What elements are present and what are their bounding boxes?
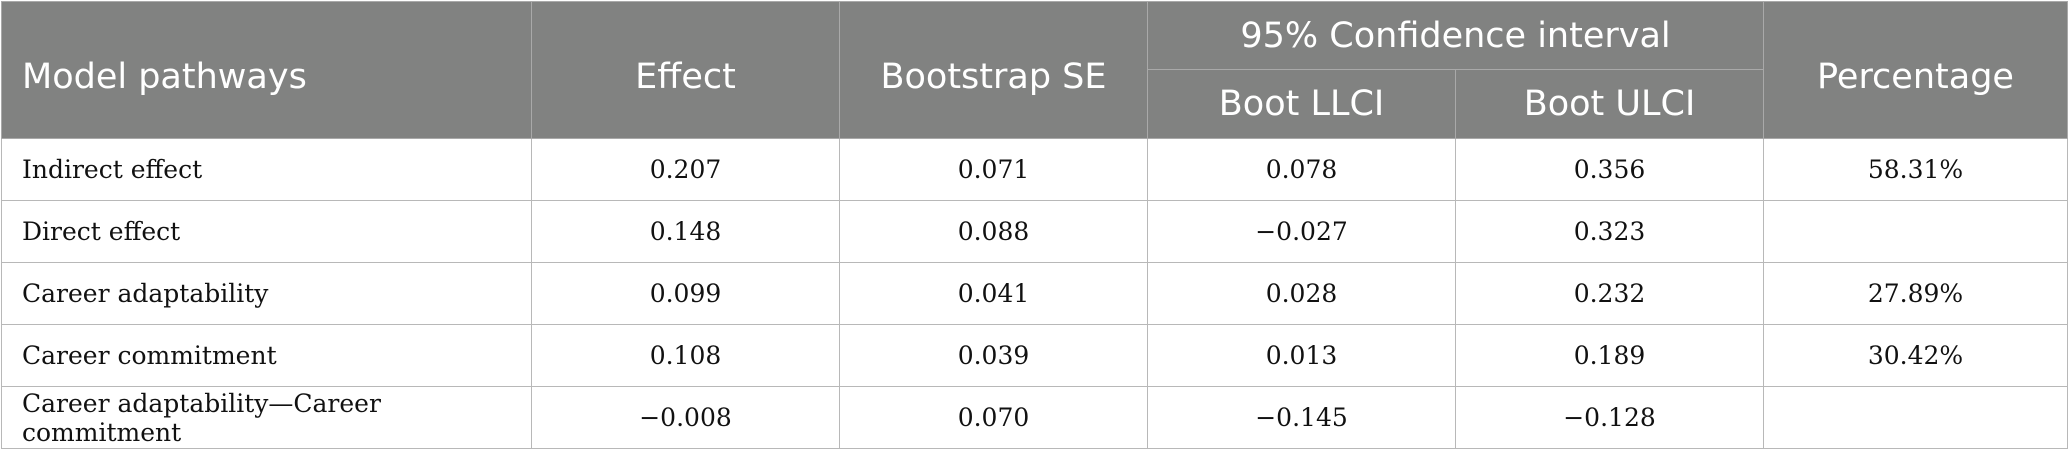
cell-pathway: Indirect effect: [1, 138, 532, 201]
cell-bootstrap-se: 0.088: [839, 200, 1148, 263]
cell-bootstrap-se: 0.041: [839, 262, 1148, 325]
header-effect: Effect: [531, 1, 840, 139]
header-model-pathways: Model pathways: [1, 1, 532, 139]
header-boot-ulci: Boot ULCI: [1455, 69, 1764, 139]
cell-boot-ulci: 0.356: [1455, 138, 1764, 201]
header-bootstrap-se: Bootstrap SE: [839, 1, 1148, 139]
mediation-results-table: Model pathways Effect Bootstrap SE 95% C…: [1, 1, 2068, 449]
cell-bootstrap-se: 0.070: [839, 386, 1148, 449]
header-boot-llci: Boot LLCI: [1147, 69, 1456, 139]
header-confidence-interval: 95% Confidence interval: [1147, 1, 1764, 70]
header-percentage: Percentage: [1763, 1, 2068, 139]
cell-boot-llci: −0.027: [1147, 200, 1456, 263]
cell-percentage: 27.89%: [1763, 262, 2068, 325]
cell-percentage: 30.42%: [1763, 324, 2068, 387]
cell-percentage: 58.31%: [1763, 138, 2068, 201]
cell-effect: 0.099: [531, 262, 840, 325]
cell-pathway: Direct effect: [1, 200, 532, 263]
cell-percentage: [1763, 200, 2068, 263]
cell-boot-ulci: 0.323: [1455, 200, 1764, 263]
cell-boot-ulci: 0.232: [1455, 262, 1764, 325]
cell-effect: −0.008: [531, 386, 840, 449]
cell-boot-llci: 0.013: [1147, 324, 1456, 387]
cell-boot-llci: −0.145: [1147, 386, 1456, 449]
cell-bootstrap-se: 0.071: [839, 138, 1148, 201]
cell-effect: 0.148: [531, 200, 840, 263]
table-row: Indirect effect 0.207 0.071 0.078 0.356 …: [1, 138, 2068, 201]
cell-pathway: Career adaptability: [1, 262, 532, 325]
cell-pathway: Career adaptability—Career commitment: [1, 386, 532, 449]
table-row: Career commitment 0.108 0.039 0.013 0.18…: [1, 324, 2068, 387]
table-row: Career adaptability—Career commitment −0…: [1, 386, 2068, 449]
cell-pathway: Career commitment: [1, 324, 532, 387]
cell-percentage: [1763, 386, 2068, 449]
cell-boot-llci: 0.078: [1147, 138, 1456, 201]
cell-boot-ulci: −0.128: [1455, 386, 1764, 449]
cell-boot-ulci: 0.189: [1455, 324, 1764, 387]
cell-bootstrap-se: 0.039: [839, 324, 1148, 387]
table-header: Model pathways Effect Bootstrap SE 95% C…: [1, 1, 2068, 139]
table-body: Indirect effect 0.207 0.071 0.078 0.356 …: [1, 138, 2068, 449]
cell-effect: 0.108: [531, 324, 840, 387]
table-row: Career adaptability 0.099 0.041 0.028 0.…: [1, 262, 2068, 325]
cell-effect: 0.207: [531, 138, 840, 201]
table-row: Direct effect 0.148 0.088 −0.027 0.323: [1, 200, 2068, 263]
cell-boot-llci: 0.028: [1147, 262, 1456, 325]
